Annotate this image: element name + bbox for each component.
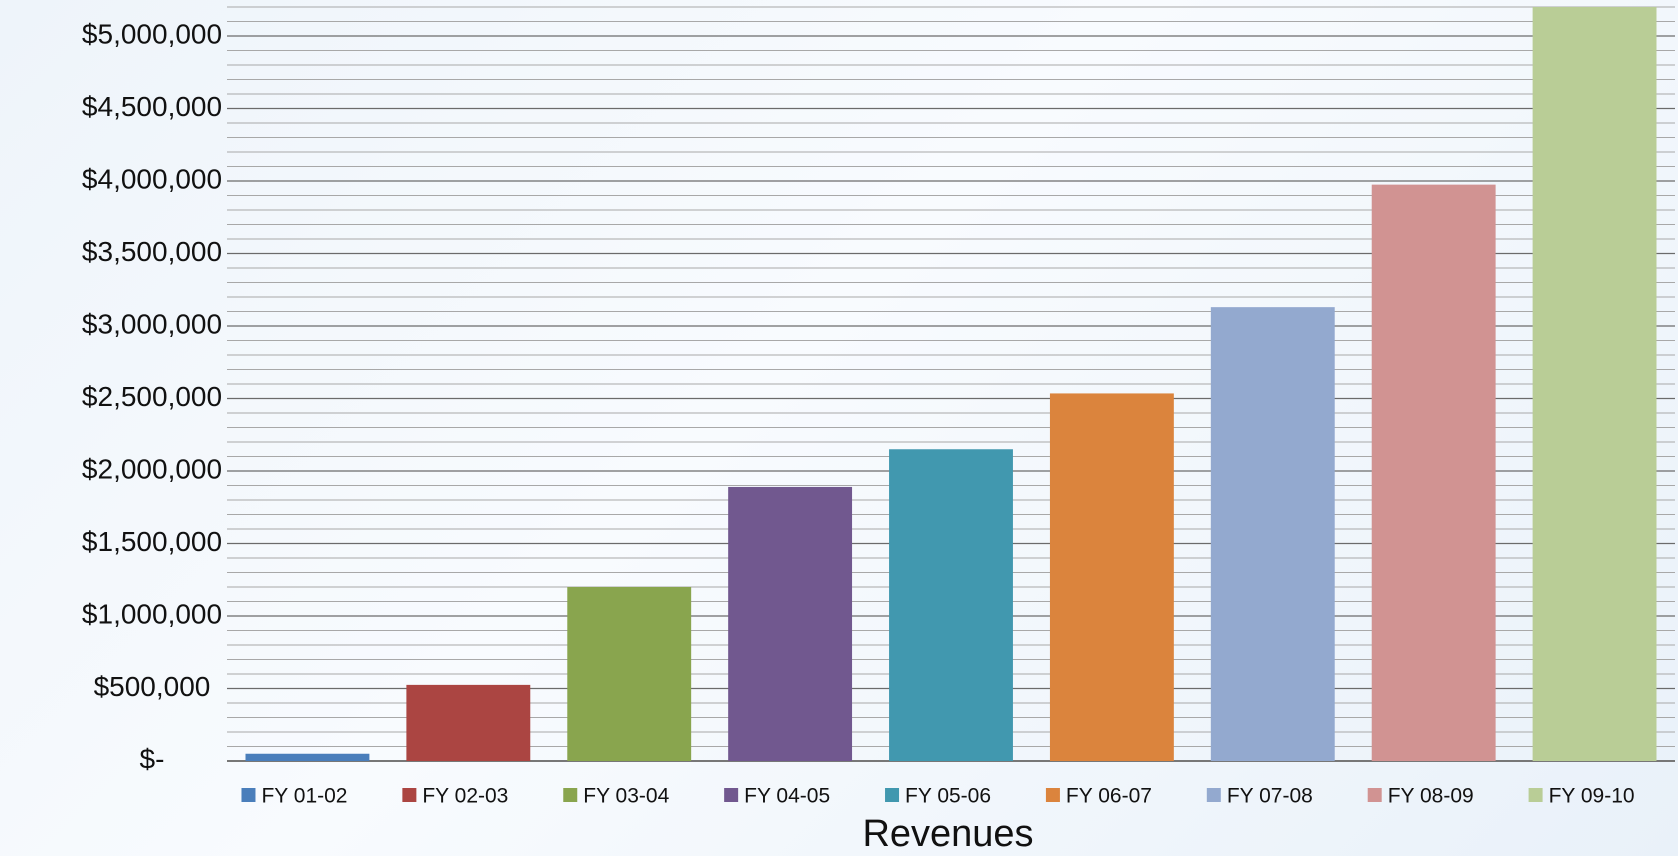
legend-swatch: [1045, 788, 1060, 802]
bar: [728, 486, 853, 761]
legend-swatch: [1206, 788, 1221, 802]
y-tick-label: $5,000,000: [82, 18, 222, 49]
bar: [245, 753, 370, 761]
y-tick-label: $2,500,000: [82, 381, 222, 412]
y-tick-label: $500,000: [94, 671, 211, 702]
y-tick-label: $3,000,000: [82, 308, 222, 339]
bar: [1371, 184, 1496, 761]
legend-label: FY 07-08: [1227, 785, 1313, 808]
y-tick-label: $3,500,000: [82, 236, 222, 267]
legend-label: FY 04-05: [744, 785, 830, 808]
legend-swatch: [1528, 788, 1543, 802]
bar: [1532, 7, 1657, 761]
legend-label: FY 06-07: [1066, 785, 1152, 808]
legend-swatch: [402, 788, 417, 802]
y-tick-label: $1,500,000: [82, 526, 222, 557]
legend-label: FY 08-09: [1388, 785, 1474, 808]
y-tick-label: $4,000,000: [82, 163, 222, 194]
legend-label: FY 09-10: [1549, 785, 1635, 808]
legend-swatch: [885, 788, 900, 802]
bar: [406, 684, 531, 761]
bar: [1049, 393, 1174, 761]
legend-swatch: [241, 788, 256, 802]
legend-swatch: [724, 788, 739, 802]
legend-label: FY 05-06: [905, 785, 991, 808]
legend-label: FY 01-02: [261, 785, 347, 808]
y-tick-label: $1,000,000: [82, 598, 222, 629]
legend-label: FY 03-04: [583, 785, 669, 808]
y-tick-label: $2,000,000: [82, 453, 222, 484]
bar: [1210, 307, 1335, 761]
y-tick-label: $4,500,000: [82, 91, 222, 122]
x-axis-title: Revenues: [862, 813, 1033, 855]
legend-swatch: [563, 788, 578, 802]
bar: [889, 449, 1013, 761]
bar: [567, 587, 692, 761]
legend-swatch: [1367, 788, 1382, 802]
legend-label: FY 02-03: [422, 785, 508, 808]
y-tick-label: $-: [140, 743, 165, 774]
